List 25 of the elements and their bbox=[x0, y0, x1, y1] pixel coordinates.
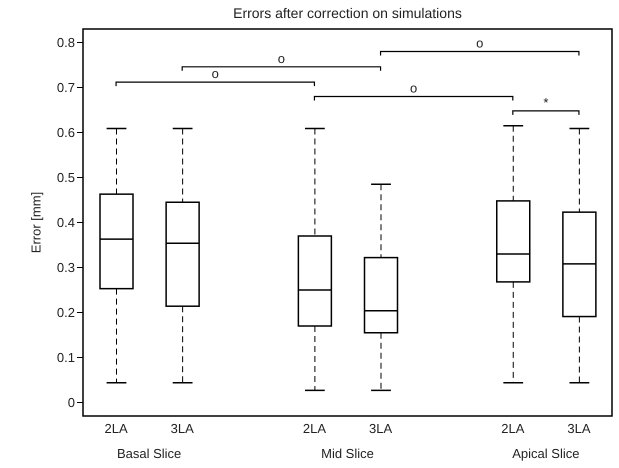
x-tick-label: 3LA bbox=[567, 421, 591, 436]
annotation: o bbox=[476, 36, 484, 50]
annotation: o bbox=[212, 66, 219, 82]
y-tick-label: 0.7 bbox=[56, 80, 75, 96]
text: Apical Slice bbox=[512, 446, 580, 461]
annotation: o bbox=[410, 80, 418, 96]
y-axis-title: Error [mm] bbox=[28, 192, 44, 254]
y-tick-label: 0.8 bbox=[56, 35, 75, 50]
y-tick-label: 0.4 bbox=[56, 215, 75, 230]
x-tick-label: 3LA bbox=[368, 421, 392, 436]
y-tick-label: 0.1 bbox=[56, 350, 75, 366]
chart-title: Errors after correction on simulations bbox=[233, 5, 462, 21]
y-tick-label: 0.5 bbox=[56, 170, 75, 186]
y-tick-label: 0.3 bbox=[56, 260, 75, 276]
x-tick-label: 2LA bbox=[302, 421, 326, 436]
text: Basal Slice bbox=[116, 446, 182, 461]
annotation: o bbox=[278, 50, 285, 66]
x-tick-label: 3LA bbox=[170, 421, 194, 436]
y-tick-label: 0 bbox=[68, 395, 75, 410]
y-tick-label: 0.6 bbox=[56, 125, 75, 140]
x-tick-label: 2LA bbox=[104, 421, 128, 436]
text: Mid Slice bbox=[321, 446, 374, 461]
annotation: * bbox=[543, 94, 548, 110]
x-tick-label: 2LA bbox=[501, 421, 525, 436]
y-tick-label: 0.2 bbox=[56, 305, 75, 320]
